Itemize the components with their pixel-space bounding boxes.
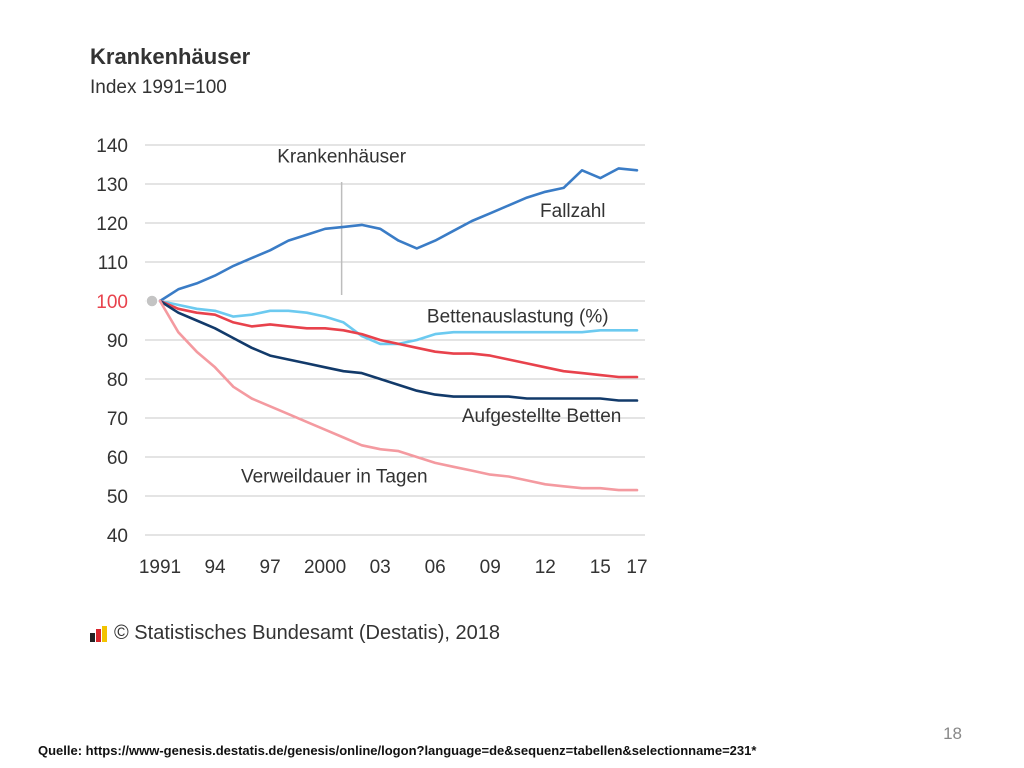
annotation-label: Aufgestellte Betten [462, 406, 622, 427]
destatis-logo-icon [90, 625, 108, 642]
annotation-label: Krankenhäuser [277, 147, 407, 168]
x-tick-label: 94 [204, 557, 226, 578]
y-tick-label: 130 [96, 175, 128, 196]
series-annotations: Krankenhäuser Fallzahl Bettenauslastung (%… [241, 147, 621, 488]
page-number: 18 [943, 724, 962, 743]
y-tick-label: 110 [98, 253, 128, 274]
y-tick-label: 60 [107, 448, 128, 469]
series-line-verweildauer-in-tagen [158, 299, 639, 492]
series-line-fallzahl [158, 167, 639, 303]
y-tick-label: 70 [107, 409, 128, 430]
annotation-label: Bettenauslastung (%) [427, 306, 609, 327]
y-tick-label: 50 [107, 487, 128, 508]
series-line-aufgestellte-betten [158, 299, 639, 402]
y-tick-label: 80 [107, 370, 128, 391]
y-tick-label: 140 [96, 136, 128, 157]
x-tick-label: 03 [370, 557, 391, 578]
y-tick-labels: 40 50 60 70 80 90 100 110 120 130 140 [96, 136, 128, 547]
x-tick-label: 09 [480, 557, 501, 578]
line-chart: 40 50 60 70 80 90 100 110 120 130 140 1991 94 97 2000… [96, 136, 648, 578]
chart-title: Krankenhäuser [90, 44, 251, 69]
x-tick-label: 12 [535, 557, 556, 578]
series-lines [145, 167, 639, 492]
x-tick-label: 15 [590, 557, 611, 578]
annotation-label: Verweildauer in Tagen [241, 466, 428, 487]
y-tick-label: 120 [96, 214, 128, 235]
x-tick-label: 1991 [139, 557, 181, 578]
y-tick-label: 100 [96, 292, 128, 313]
y-tick-label: 90 [107, 331, 128, 352]
grid-lines [145, 144, 645, 536]
x-tick-label: 97 [260, 557, 281, 578]
annotation-label: Fallzahl [540, 201, 605, 222]
base-point-marker [145, 294, 159, 308]
copyright-line: © Statistisches Bundesamt (Destatis), 20… [90, 622, 500, 645]
y-tick-label: 40 [107, 526, 128, 547]
chart-subtitle: Index 1991=100 [90, 77, 227, 98]
source-note: Quelle: https://www-genesis.destatis.de/… [38, 743, 757, 758]
series-line-krankenh-user [158, 299, 639, 379]
copyright-text: © Statistisches Bundesamt (Destatis), 20… [114, 622, 501, 644]
x-tick-label: 06 [425, 557, 446, 578]
x-tick-label: 2000 [304, 557, 346, 578]
x-tick-label: 17 [626, 557, 647, 578]
x-tick-labels: 1991 94 97 2000 03 06 09 12 15 17 [139, 557, 648, 578]
